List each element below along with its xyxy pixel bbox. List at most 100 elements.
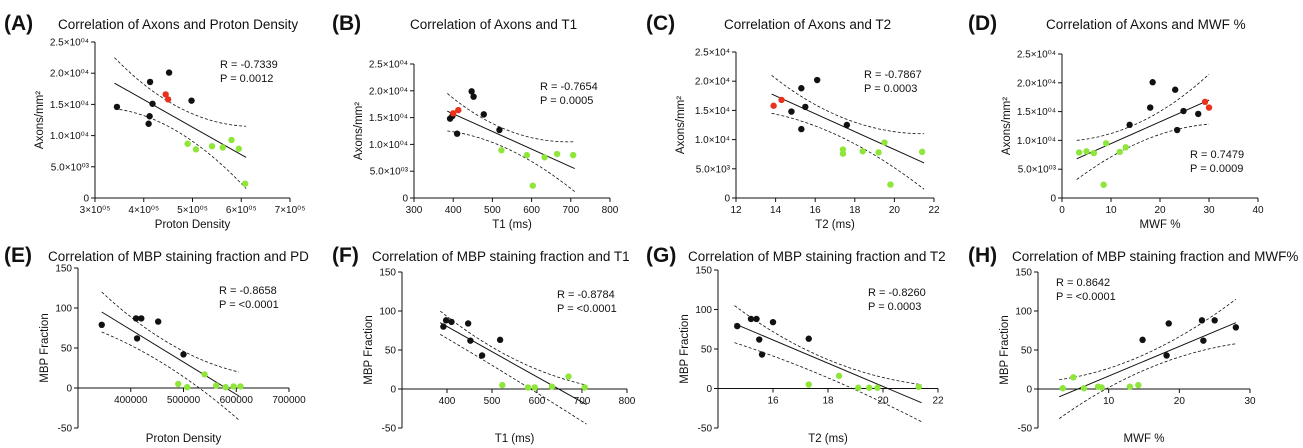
data-point	[1205, 104, 1213, 111]
x-tick-label: 500	[484, 205, 501, 216]
data-point	[184, 140, 191, 147]
data-point	[164, 96, 172, 103]
data-point	[1200, 337, 1207, 344]
y-tick-label: 0	[66, 384, 72, 395]
data-point	[798, 125, 805, 133]
y-tick-label: 100	[55, 304, 72, 315]
y-axis-label: MBP Fraction	[363, 315, 375, 384]
data-point	[881, 139, 888, 146]
data-point	[480, 111, 487, 118]
panel-letter: (H)	[968, 244, 997, 267]
data-point	[524, 384, 532, 391]
y-axis-label: Axons/mm²	[1001, 97, 1013, 155]
data-point	[113, 103, 121, 111]
data-point	[887, 181, 894, 188]
panel-letter: (G)	[646, 244, 676, 267]
data-point	[1070, 374, 1077, 381]
chart-panel-d: (D) Correlation of Axons and MWF % 0 5.0×10…	[968, 12, 1264, 231]
data-point	[230, 383, 237, 390]
y-tick-label: 50	[61, 344, 73, 355]
data-point	[874, 384, 881, 391]
y-tick-label: 150	[379, 268, 396, 279]
x-tick-label: 22	[932, 396, 944, 407]
confidence-band-hi	[1076, 73, 1210, 141]
data-point	[839, 150, 847, 157]
y-tick-label: 0	[706, 384, 712, 395]
data-point	[222, 384, 229, 391]
data-point	[1083, 148, 1090, 155]
x-tick-label: 30	[1244, 396, 1256, 407]
chart-panel-b: (B) Correlation of Axons and T1 0 5.0×10⁰³ 1…	[332, 12, 619, 231]
panel-letter: (E)	[4, 244, 32, 267]
data-point	[581, 384, 588, 391]
y-tick-label: 0	[1026, 385, 1032, 396]
data-point	[146, 78, 154, 86]
confidence-band-hi	[114, 57, 247, 127]
confidence-band-lo	[447, 130, 575, 192]
data-point	[915, 383, 922, 391]
y-tick-label: 1.0×10⁴	[695, 135, 730, 146]
x-tick-label: 16	[810, 205, 822, 216]
data-point	[145, 120, 152, 127]
confidence-band-hi	[447, 93, 575, 143]
x-tick-label: 14	[770, 205, 782, 216]
data-point	[1165, 320, 1172, 327]
x-tick-label: 3×10⁰⁵	[80, 205, 111, 216]
data-point	[1180, 107, 1187, 115]
data-point	[770, 102, 777, 109]
x-tick-label: 20	[877, 396, 889, 407]
regression-line	[101, 311, 240, 397]
y-tick-label: 50	[701, 345, 713, 356]
data-point	[1080, 385, 1088, 392]
data-point	[162, 91, 169, 98]
data-point	[523, 151, 531, 159]
data-point	[450, 110, 457, 117]
data-point	[1098, 384, 1105, 391]
r-value: R = -0.8260	[868, 287, 926, 299]
data-point	[146, 113, 153, 120]
y-tick-label: 100	[1015, 307, 1032, 318]
y-tick-label: 1.0×10⁰⁴	[50, 131, 89, 142]
x-tick-label: 20	[1174, 396, 1186, 407]
x-tick-label: 0	[1059, 205, 1065, 216]
data-point	[531, 384, 538, 391]
p-value: P = <0.0001	[557, 303, 617, 315]
x-tick-label: 300	[406, 205, 423, 216]
data-point	[180, 351, 187, 358]
x-tick-label: 600	[529, 396, 546, 407]
x-axis-label: Proton Density	[155, 219, 231, 231]
x-tick-label: 10	[1103, 396, 1115, 407]
data-point	[455, 106, 462, 114]
y-tick-label: 0	[390, 385, 396, 396]
data-point	[1139, 336, 1146, 344]
y-tick-label: 0	[83, 194, 89, 205]
data-point	[165, 69, 173, 76]
data-point	[756, 336, 763, 343]
chart-title: Correlation of MBP staining fraction and…	[48, 249, 309, 264]
data-point	[805, 381, 812, 388]
y-tick-label: 2.5×10⁰⁴	[50, 38, 89, 49]
x-tick-label: 400	[439, 396, 456, 407]
data-point	[188, 97, 195, 104]
confidence-band-hi	[439, 310, 587, 386]
data-point	[553, 150, 561, 158]
data-point	[1075, 149, 1083, 156]
data-point	[1135, 381, 1142, 389]
y-axis-label: MBP Fraction	[999, 315, 1011, 384]
confidence-band-lo	[1058, 343, 1236, 419]
panel-letter: (C)	[646, 12, 675, 35]
confidence-band-hi	[771, 75, 925, 135]
chart-panel-f: (F) Correlation of MBP staining fraction …	[332, 244, 636, 445]
confidence-band-lo	[440, 334, 587, 425]
confidence-band-hi	[1059, 298, 1237, 381]
y-tick-label: 100	[695, 305, 712, 316]
data-point	[541, 154, 548, 161]
data-point	[1149, 79, 1156, 86]
data-point	[241, 180, 249, 187]
y-tick-label: 2.0×10⁰⁴	[50, 69, 89, 80]
data-point	[565, 373, 572, 380]
data-point	[448, 318, 455, 326]
x-tick-label: 700	[574, 396, 591, 407]
regression-line	[114, 82, 247, 158]
x-tick-label: 30	[1203, 205, 1215, 216]
